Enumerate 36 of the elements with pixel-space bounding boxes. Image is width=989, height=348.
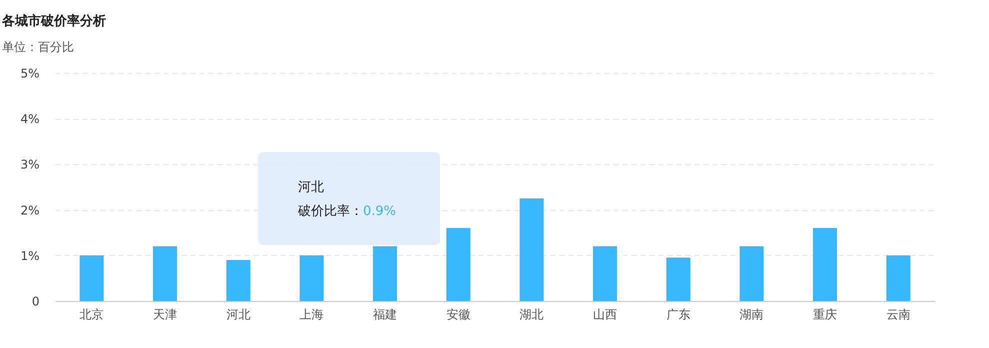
bar (666, 258, 690, 301)
bar (446, 228, 470, 301)
x-tick-label: 云南 (886, 308, 910, 322)
bar (153, 246, 177, 301)
x-tick-label: 天津 (153, 308, 177, 322)
annotation: 河北 (298, 180, 324, 195)
annotation: 0.9% (363, 204, 396, 219)
chart-title: 各城市破价率分析 (0, 13, 106, 29)
x-tick-label: 福建 (373, 308, 397, 322)
bar (740, 246, 764, 301)
chart-subtitle: 单位：百分比 (2, 40, 74, 54)
x-tick-label: 河北 (226, 308, 250, 322)
bar (813, 228, 837, 301)
x-tick-label: 安徽 (446, 308, 470, 322)
x-tick-label: 北京 (80, 308, 104, 322)
bar (593, 246, 617, 301)
x-tick-label: 上海 (300, 308, 324, 322)
y-tick-label: 1% (20, 248, 40, 263)
annotation: 破价比率： (298, 204, 363, 219)
y-tick-label: 4% (20, 112, 40, 126)
tooltip-panel: 河北 破价比率：0.9% (258, 152, 440, 245)
y-tick-label: 2% (20, 203, 40, 218)
y-tick-label: 0 (32, 294, 40, 308)
bar (80, 255, 104, 301)
x-tick-label: 广东 (666, 308, 690, 322)
bar (886, 255, 910, 301)
x-tick-label: 重庆 (813, 308, 837, 322)
bar (373, 246, 397, 301)
x-tick-label: 湖北 (520, 308, 544, 322)
bar (520, 198, 544, 301)
x-tick-label: 山西 (593, 308, 617, 322)
x-tick-label: 湖南 (740, 308, 764, 322)
bar (300, 255, 324, 301)
y-tick-label: 3% (20, 158, 40, 172)
y-tick-label: 5% (20, 66, 40, 80)
bar (226, 260, 250, 301)
